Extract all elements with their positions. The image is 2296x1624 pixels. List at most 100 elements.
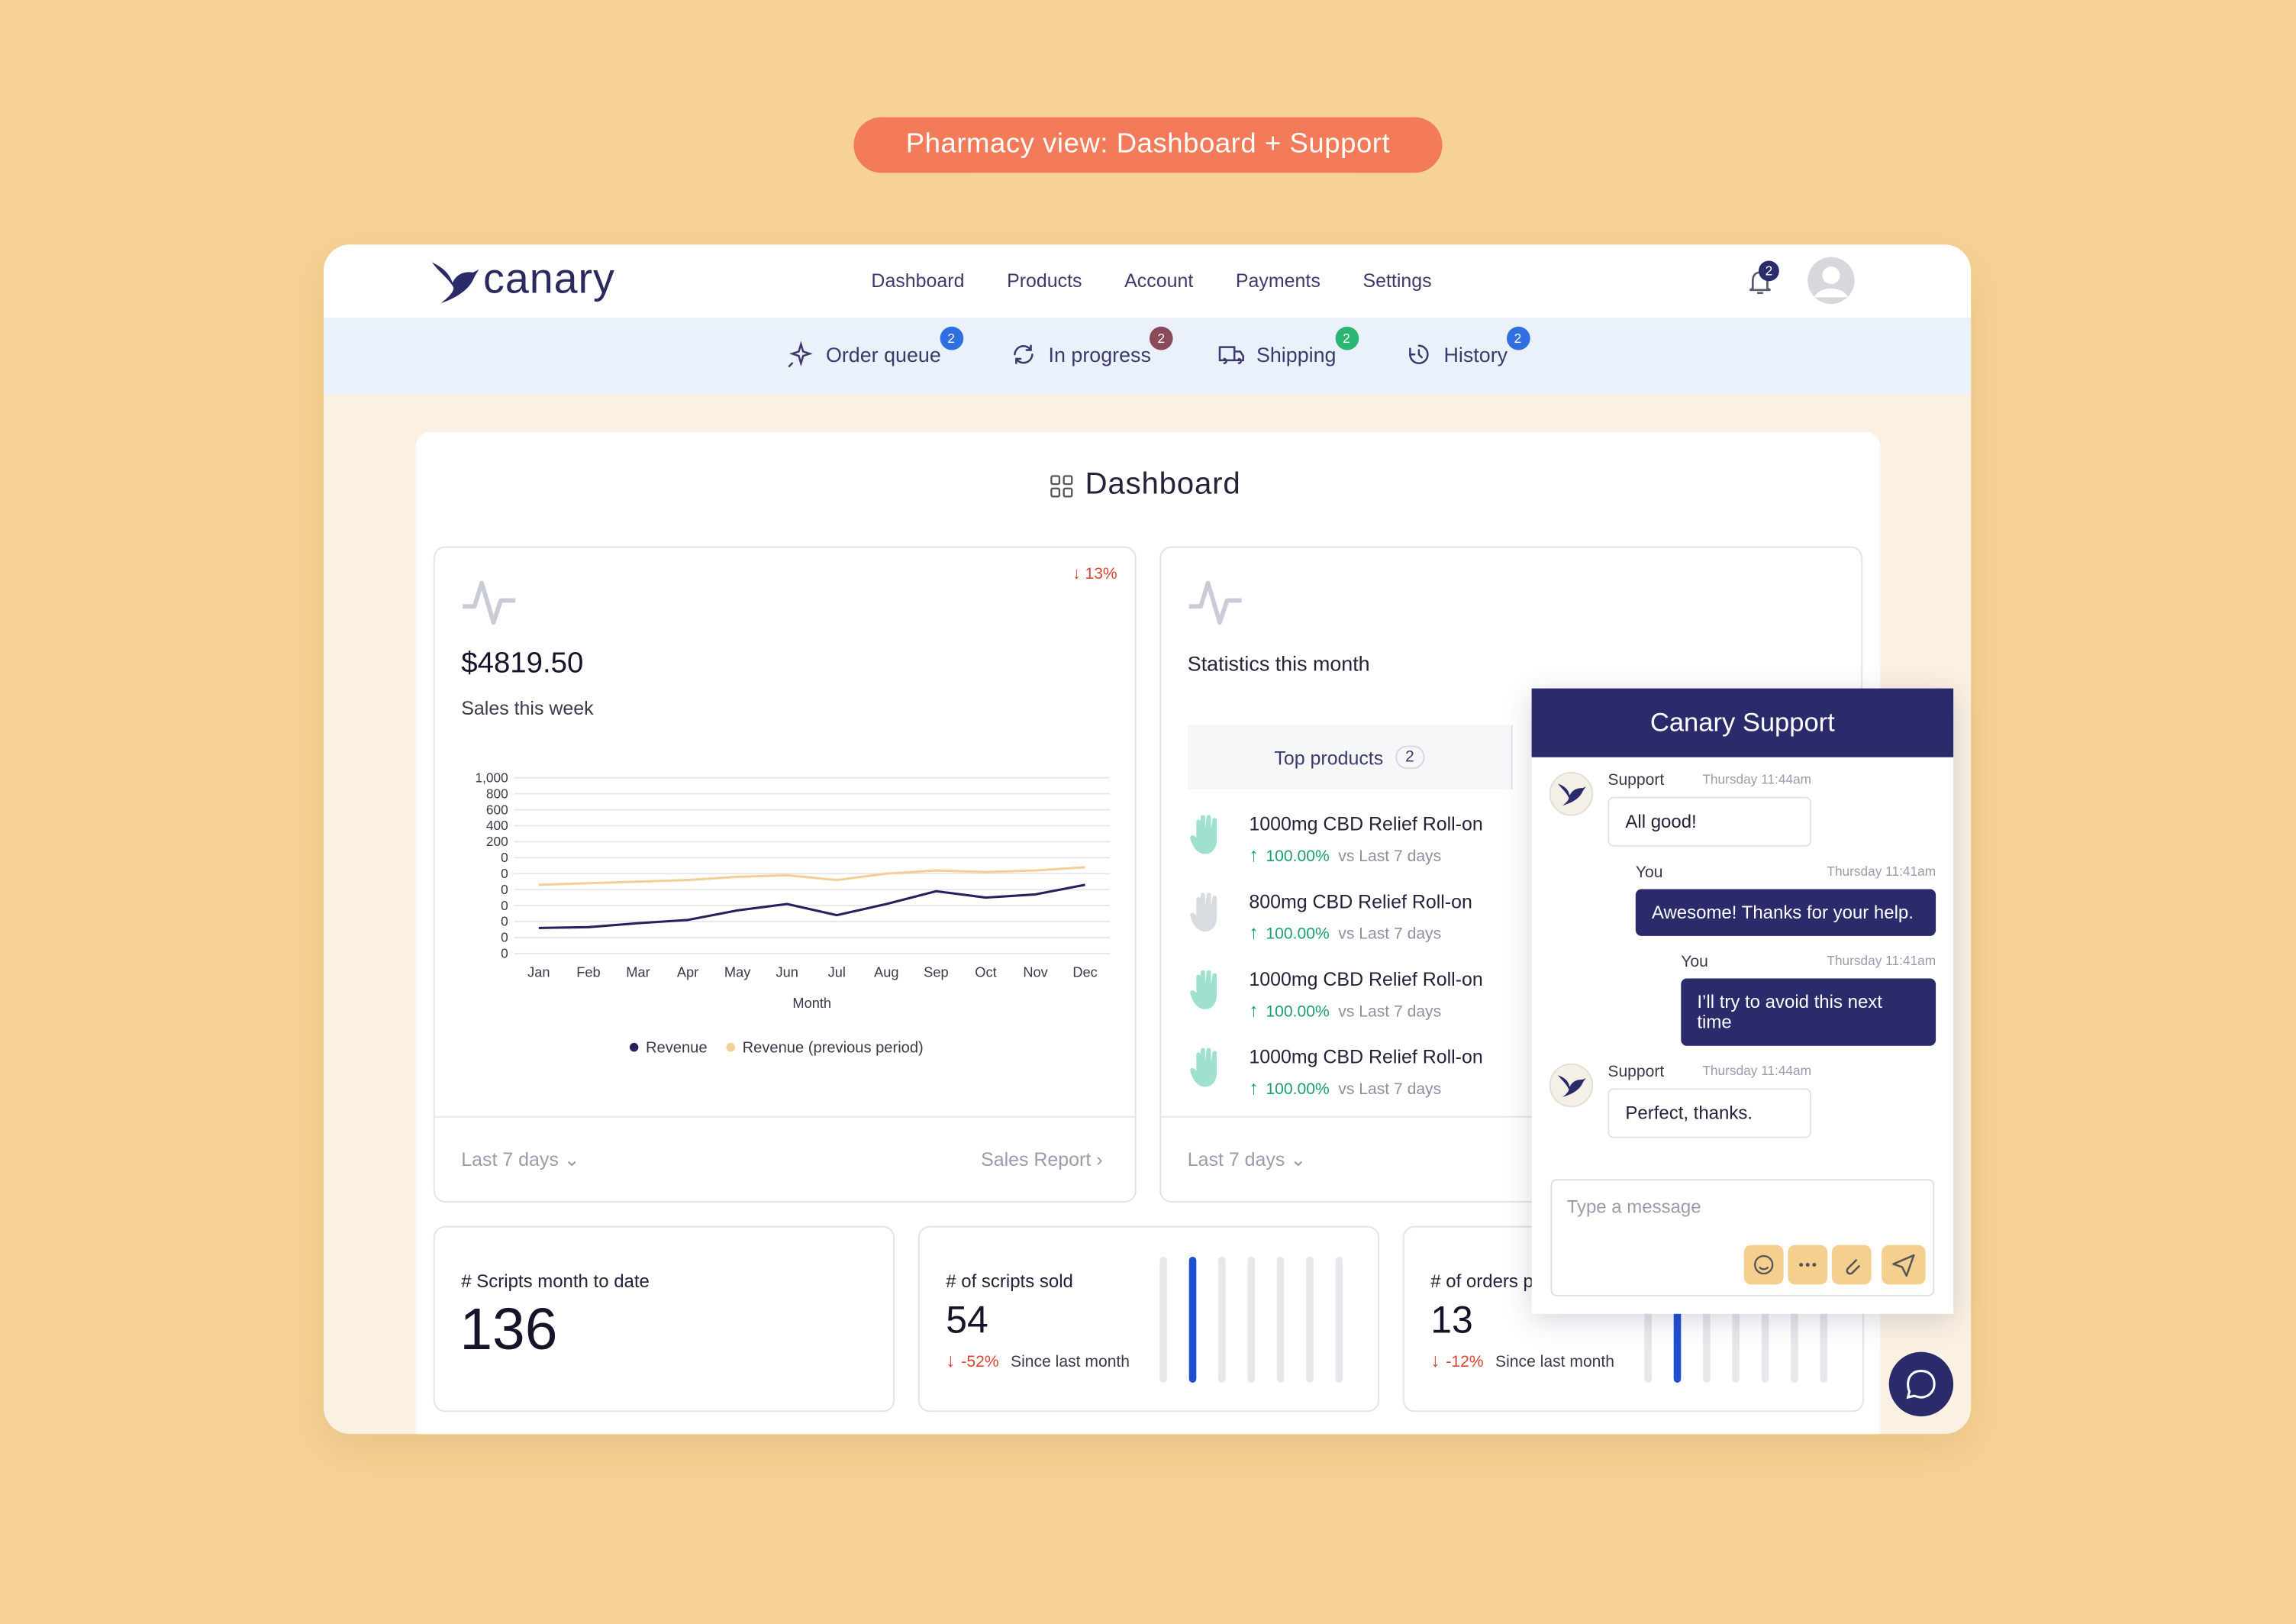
view-badge: Pharmacy view: Dashboard + Support [853,117,1443,173]
line-series [538,883,1085,929]
mini-bar [1732,1256,1740,1383]
sub-nav-count: 2 [939,326,963,350]
chat-toggle[interactable] [1888,1351,1954,1417]
product-row: 1000mg CBD Relief Roll-on ↑ 100.00% vs Last… [1188,1046,1483,1099]
mini-bar [1188,1256,1197,1383]
x-tick-label: Apr [677,965,698,980]
sales-card: ↓ 13% $4819.50 Sales this week 0 0 0 0 0 0 0 20… [433,546,1137,1203]
nav-link[interactable]: Settings [1362,269,1432,292]
message-sender: You [1681,953,1708,971]
y-tick-label: 600 [486,802,508,817]
product-row: 1000mg CBD Relief Roll-on ↑ 100.00% vs Last… [1188,813,1483,866]
message-bubble: Awesome! Thanks for your help. [1635,889,1936,936]
sub-nav-item[interactable]: History 2 [1406,326,1530,368]
change-compare: vs Last 7 days [1338,925,1442,944]
sub-nav-icon [1409,344,1429,364]
hand-shape [1190,970,1217,1009]
input-placeholder: Type a message [1566,1196,1701,1218]
emoji-button[interactable] [1743,1245,1784,1285]
sub-nav-count: 2 [1506,326,1530,350]
sales-report-link[interactable]: Sales Report › [981,1148,1103,1170]
sub-nav-label: History 2 [1444,326,1530,366]
metric-change: ↓ -12% Since last month [1430,1349,1614,1371]
sales-change-value: 13% [1085,565,1117,583]
legend-swatch [726,1042,736,1052]
product-icon [1190,893,1217,932]
pulse-icon [463,580,516,625]
sub-nav-item[interactable]: In progress 2 [1011,326,1173,368]
sub-nav-count: 2 [1150,326,1173,350]
avatar[interactable] [1807,257,1855,305]
mini-bar [1673,1256,1682,1383]
support-avatar [1549,1063,1594,1108]
product-text: 1000mg CBD Relief Roll-on ↑ 100.00% vs Last… [1249,1046,1482,1099]
down-arrow: ↓ [1072,565,1081,583]
nav-link[interactable]: Products [1007,269,1082,292]
x-tick-label: Mar [626,965,650,980]
message-input[interactable]: Type a message [1550,1179,1935,1296]
legend: Revenue Revenue (previous period) [629,1039,924,1056]
chat-messages: Support Thursday 11:44am All good! You Thurs… [1532,757,1953,1138]
pulse-icon [1188,580,1242,625]
product-name: 1000mg CBD Relief Roll-on [1249,1045,1483,1068]
sub-nav-item[interactable]: Shipping 2 [1218,326,1359,368]
y-tick-label: 400 [486,818,508,833]
nav-link[interactable]: Dashboard [871,269,965,292]
message-sender: You [1635,864,1663,882]
x-tick-label: Aug [874,965,898,980]
sub-nav: Order queue 2 In progress 2 Shipping 2 History… [323,318,1972,395]
x-tick-label: Sep [924,965,948,980]
message-time: Thursday 11:41am [1827,953,1936,969]
metric-value: 136 [460,1297,558,1363]
change-value: 100.00% [1266,1003,1330,1022]
range-select[interactable]: Last 7 days ⌄ [1187,1148,1307,1170]
attach-button[interactable] [1831,1245,1872,1285]
change-value: 100.00% [1266,925,1330,944]
mini-bar [1644,1256,1652,1383]
icon-path [1218,346,1244,365]
app-window: canary Dashboard Products Account Payments S… [323,244,1972,1435]
up-arrow: ↑ [1249,843,1259,866]
metric-card: # Scripts month to date 136 [433,1225,895,1413]
legend-label: Revenue [646,1039,708,1056]
nav-link[interactable]: Payments [1235,269,1321,292]
x-tick-label: Dec [1072,965,1097,980]
change-compare: Since last month [1495,1353,1615,1371]
message-column: You Thursday 11:41am I’ll try to avoid thi… [1681,954,1936,1046]
message-column: Support Thursday 11:44am Perfect, thanks. [1608,1064,1812,1138]
nav-link[interactable]: Account [1124,269,1194,292]
message-meta: Support Thursday 11:44am [1608,1064,1811,1081]
chat-message: Support Thursday 11:44am All good! [1549,772,1936,847]
change-compare: vs Last 7 days [1338,1003,1442,1022]
top-products-tab[interactable]: Top products 2 [1187,725,1513,790]
more-button[interactable] [1788,1245,1828,1285]
range-select[interactable]: Last 7 days ⌄ [461,1148,580,1170]
product-name: 800mg CBD Relief Roll-on [1249,890,1472,913]
sub-nav-item[interactable]: Order queue 2 [788,326,963,368]
product-change: ↑ 100.00% vs Last 7 days [1249,922,1472,944]
stats-title: Statistics this month [1187,651,1370,676]
send-button[interactable] [1882,1245,1926,1285]
chat-icon [1906,1370,1936,1400]
metric-label: # of orders p [1430,1271,1533,1293]
metric-card: # of scripts sold 54 ↓ -52% Since last month [917,1225,1380,1413]
message-column: You Thursday 11:41am Awesome! Thanks for y… [1635,864,1936,936]
logo-icon [431,262,479,304]
product-change: ↑ 100.00% vs Last 7 days [1249,999,1482,1021]
mini-bar [1218,1256,1226,1383]
chat-message: You Thursday 11:41am Awesome! Thanks for y… [1635,864,1936,936]
change-compare: Since last month [1011,1353,1130,1371]
down-arrow: ↓ [1430,1348,1440,1371]
change-value: 100.00% [1266,1080,1330,1099]
up-arrow: ↑ [1249,921,1259,944]
legend-swatch [629,1042,639,1052]
more-icon [1799,1263,1817,1267]
message-bubble: All good! [1608,796,1812,847]
message-sender: Support [1608,1063,1665,1081]
sub-nav-icon [1218,346,1244,365]
mini-bar [1306,1256,1314,1383]
up-arrow: ↑ [1249,1077,1259,1099]
message-column: Support Thursday 11:44am All good! [1608,772,1812,847]
